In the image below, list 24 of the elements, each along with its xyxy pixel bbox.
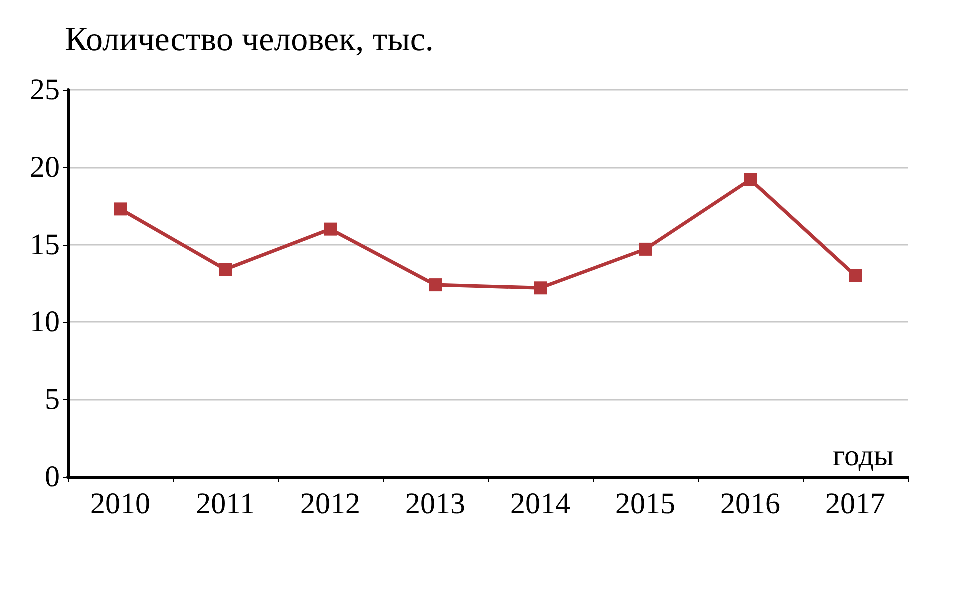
x-tick-label: 2017 — [826, 488, 886, 520]
y-tick-label: 25 — [30, 74, 60, 106]
point — [534, 282, 547, 295]
point — [744, 173, 757, 186]
y-axis-title: Количество человек, тыс. — [65, 22, 434, 58]
y-tick-label: 15 — [30, 228, 60, 262]
x-tick-label: 2016 — [720, 488, 780, 520]
y-tick-label: 10 — [30, 306, 60, 339]
x-tick-label: 2013 — [406, 488, 466, 520]
point — [849, 269, 862, 282]
x-tick-label: 2014 — [510, 488, 570, 520]
x-axis-title: годы — [833, 440, 894, 472]
x-tick-label: 2012 — [300, 488, 360, 520]
x-tick-label: 2011 — [196, 488, 255, 520]
y-tick-label: 20 — [30, 150, 60, 184]
point — [324, 222, 337, 236]
y-tick-label: 5 — [45, 383, 60, 416]
point — [639, 242, 652, 256]
point — [114, 202, 127, 216]
y-tick-label: 0 — [45, 460, 60, 494]
x-tick-label: 2015 — [616, 488, 676, 520]
point — [219, 263, 232, 276]
point — [429, 278, 442, 292]
x-tick-label: 2010 — [90, 488, 150, 520]
